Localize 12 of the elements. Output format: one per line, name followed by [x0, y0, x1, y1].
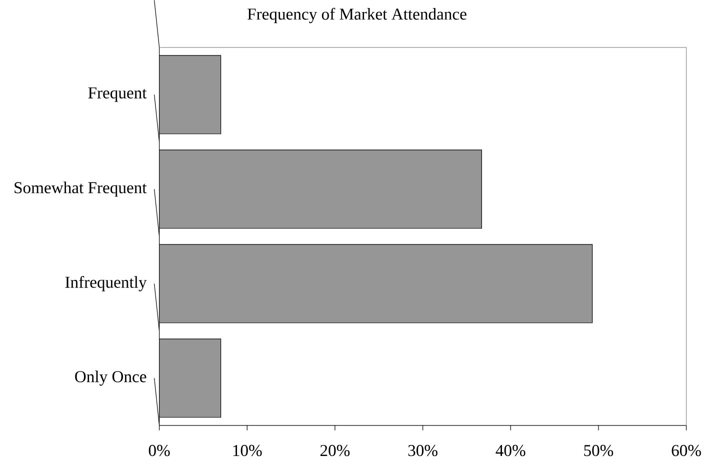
- x-tick-label: 20%: [320, 444, 350, 456]
- x-tick-label: 10%: [233, 444, 262, 456]
- y-tick-label: Somewhat Frequent: [14, 182, 147, 197]
- x-tick-label: 40%: [496, 444, 526, 456]
- y-tick-label: Infrequently: [65, 276, 147, 292]
- x-tick-label: 0%: [148, 444, 170, 456]
- x-tick-label: 50%: [584, 444, 614, 456]
- x-tick-label: 30%: [408, 444, 438, 456]
- x-tick-label: 60%: [672, 444, 701, 456]
- y-tick-label: Frequent: [88, 87, 147, 102]
- chart-title: Frequency of Market Attendance: [248, 8, 466, 24]
- y-tick-label: Only Once: [75, 370, 146, 386]
